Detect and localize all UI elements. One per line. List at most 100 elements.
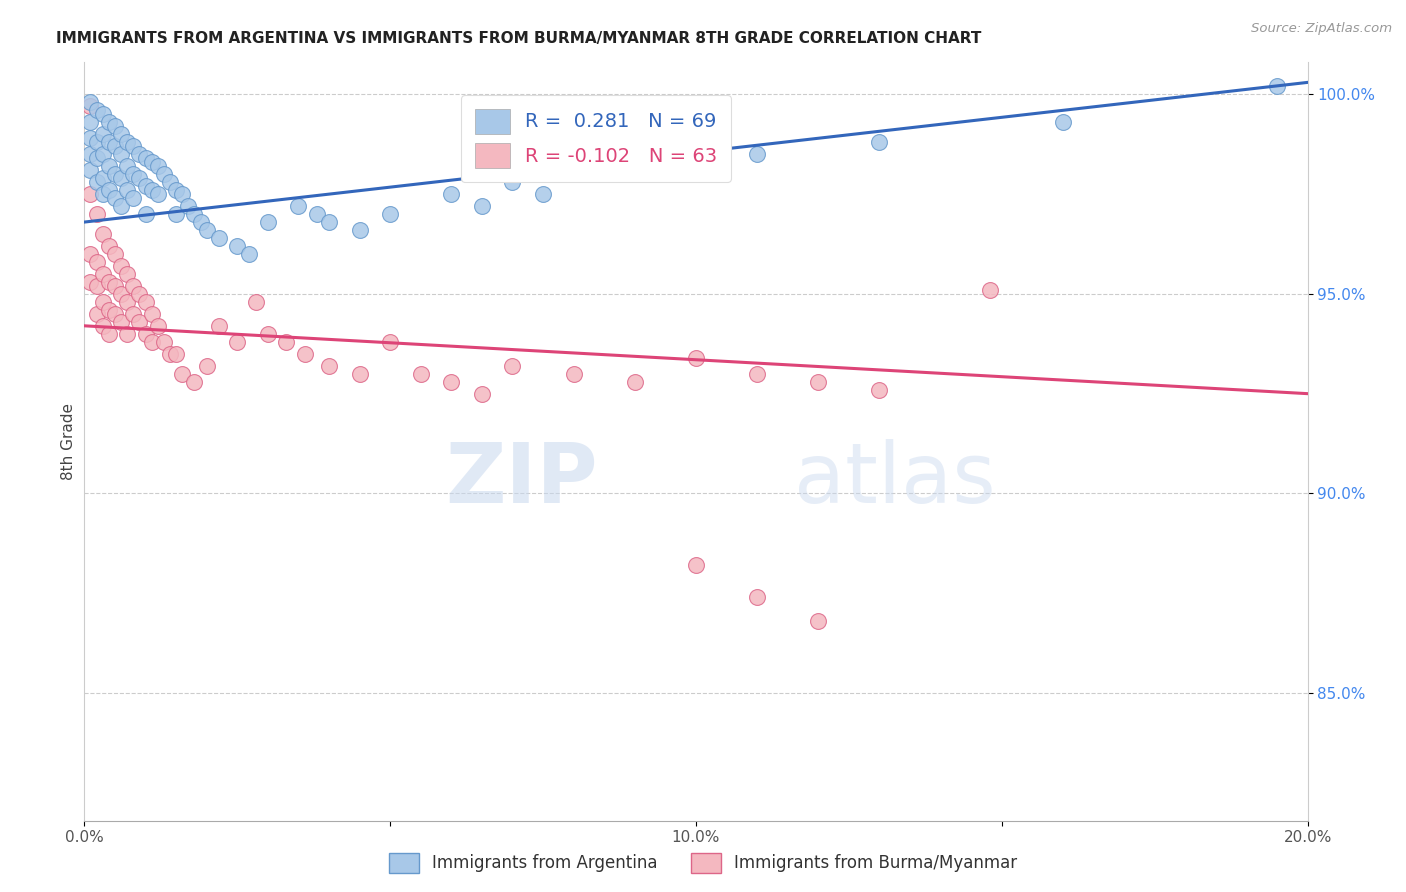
Point [165, 183, 187, 197]
Point [276, 334, 298, 349]
Point [177, 199, 200, 213]
Point [79, 147, 101, 161]
Point [115, 267, 138, 281]
Point [146, 318, 169, 333]
Point [440, 375, 463, 389]
Point [208, 318, 231, 333]
Point [593, 167, 616, 181]
Point [128, 286, 150, 301]
Point [128, 147, 150, 161]
Point [685, 155, 707, 169]
Point [122, 279, 145, 293]
Point [159, 175, 181, 189]
Point [104, 139, 127, 153]
Point [141, 307, 163, 321]
Point [79, 163, 101, 178]
Point [91, 318, 114, 333]
Point [165, 207, 187, 221]
Point [104, 191, 127, 205]
Point [869, 383, 891, 397]
Point [97, 326, 120, 341]
Point [86, 207, 108, 221]
Point [153, 167, 176, 181]
Point [305, 207, 328, 221]
Point [165, 347, 187, 361]
Point [91, 227, 114, 241]
Point [172, 367, 194, 381]
Point [86, 307, 108, 321]
Text: ZIP: ZIP [446, 439, 598, 520]
Point [97, 275, 120, 289]
Point [624, 375, 647, 389]
Point [110, 286, 132, 301]
Point [172, 187, 194, 202]
Point [153, 334, 176, 349]
Point [86, 151, 108, 165]
Point [208, 231, 231, 245]
Point [110, 171, 132, 186]
Text: Source: ZipAtlas.com: Source: ZipAtlas.com [1251, 22, 1392, 36]
Point [86, 103, 108, 118]
Point [79, 275, 101, 289]
Point [122, 139, 145, 153]
Point [257, 326, 280, 341]
Point [318, 359, 340, 373]
Point [245, 294, 267, 309]
Point [226, 239, 249, 253]
Point [91, 267, 114, 281]
Point [115, 294, 138, 309]
Point [97, 159, 120, 173]
Point [146, 159, 169, 173]
Point [141, 155, 163, 169]
Point [104, 167, 127, 181]
Point [79, 187, 101, 202]
Point [91, 294, 114, 309]
Point [190, 215, 212, 229]
Point [110, 315, 132, 329]
Point [146, 187, 169, 202]
Point [287, 199, 309, 213]
Point [91, 187, 114, 202]
Point [1052, 115, 1074, 129]
Point [86, 175, 108, 189]
Point [318, 215, 340, 229]
Point [79, 95, 101, 110]
Point [97, 302, 120, 317]
Point [294, 347, 316, 361]
Point [115, 183, 138, 197]
Point [531, 187, 554, 202]
Point [86, 279, 108, 293]
Point [104, 247, 127, 261]
Point [97, 115, 120, 129]
Point [79, 115, 101, 129]
Point [747, 367, 769, 381]
Point [1265, 79, 1288, 94]
Point [257, 215, 280, 229]
Point [135, 179, 157, 194]
Point [86, 255, 108, 269]
Point [110, 128, 132, 142]
Y-axis label: 8th Grade: 8th Grade [60, 403, 76, 480]
Point [115, 135, 138, 149]
Point [135, 207, 157, 221]
Point [183, 207, 205, 221]
Point [141, 183, 163, 197]
Point [471, 386, 494, 401]
Point [807, 375, 830, 389]
Point [91, 128, 114, 142]
Point [110, 199, 132, 213]
Point [86, 135, 108, 149]
Legend: Immigrants from Argentina, Immigrants from Burma/Myanmar: Immigrants from Argentina, Immigrants fr… [382, 847, 1024, 880]
Point [195, 223, 218, 237]
Point [807, 614, 830, 628]
Point [104, 279, 127, 293]
Point [135, 151, 157, 165]
Point [869, 135, 891, 149]
Point [135, 294, 157, 309]
Point [685, 558, 707, 573]
Point [135, 326, 157, 341]
Point [349, 223, 371, 237]
Point [115, 159, 138, 173]
Point [562, 367, 585, 381]
Point [115, 326, 138, 341]
